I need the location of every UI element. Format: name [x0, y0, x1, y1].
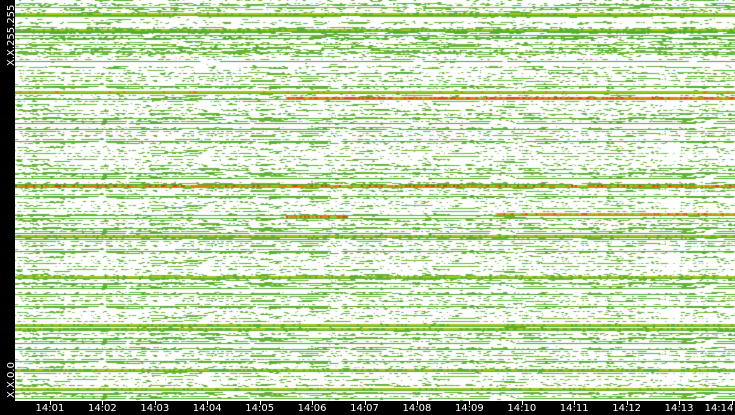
x-tick [154, 401, 156, 405]
x-tick-label: 14:07 [350, 403, 379, 414]
x-tick-label: 14:02 [87, 403, 117, 414]
heatmap-canvas[interactable] [15, 0, 735, 401]
x-tick [731, 401, 733, 405]
x-tick [49, 401, 51, 405]
x-tick [574, 401, 576, 405]
x-tick-label: 14:14 [704, 403, 734, 414]
x-tick-label: 14:08 [402, 403, 432, 414]
x-tick [364, 401, 366, 405]
x-tick-label: 14:01 [35, 403, 65, 414]
x-tick [207, 401, 209, 405]
x-tick [312, 401, 314, 405]
y-tick-label-top: X.X.255.255 [6, 4, 17, 66]
x-tick-label: 14:13 [664, 403, 694, 414]
x-tick-label: 14:12 [612, 403, 642, 414]
x-tick-label: 14:10 [507, 403, 537, 414]
x-tick [259, 401, 261, 405]
x-tick [469, 401, 471, 405]
x-axis: 14:01 14:02 14:03 14:04 14:05 14:06 14:07 14:08… [15, 401, 735, 415]
x-tick-label: 14:04 [192, 403, 222, 414]
x-tick-label: 14:03 [140, 403, 170, 414]
x-tick [679, 401, 681, 405]
y-tick-label-bottom: X.X.0.0 [6, 362, 17, 398]
x-tick-label: 14:05 [245, 403, 275, 414]
x-tick-label: 14:09 [454, 403, 484, 414]
x-tick [102, 401, 104, 405]
y-axis: X.X.255.255 X.X.0.0 [0, 0, 17, 401]
x-tick [626, 401, 628, 405]
x-tick [521, 401, 523, 405]
x-tick-label: 14:11 [559, 403, 589, 414]
x-tick-label: 14:06 [297, 403, 327, 414]
x-tick [416, 401, 418, 405]
